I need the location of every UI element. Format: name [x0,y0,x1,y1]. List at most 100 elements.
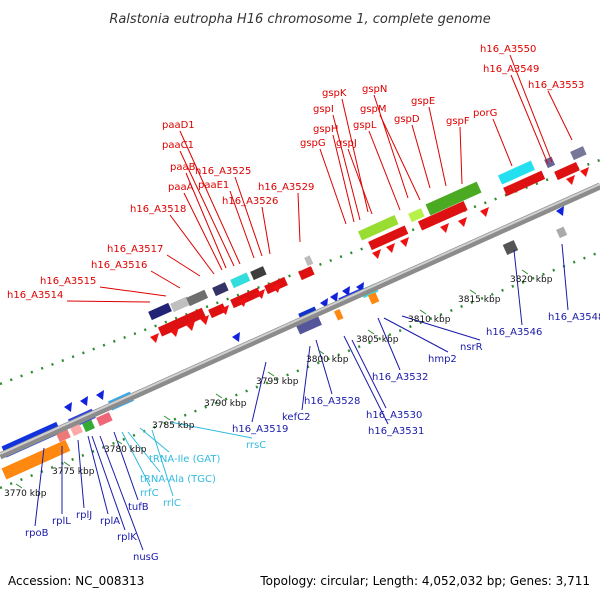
gene-label-gspi[interactable]: gspI [313,104,334,115]
gene-label-gspj[interactable]: gspJ [336,138,357,149]
gene-feature-block[interactable] [170,296,191,313]
gene-label-h16-a3514[interactable]: h16_A3514 [7,290,63,301]
gene-feature-block[interactable] [556,226,568,239]
gene-label-gspl[interactable]: gspL [353,120,377,131]
gene-label-h16-a3550[interactable]: h16_A3550 [480,44,536,55]
scale-tick-mark [317,349,325,355]
gene-label-rpll[interactable]: rplL [52,516,71,527]
gene-feature-block[interactable] [295,315,322,335]
gene-feature-block[interactable] [212,282,229,297]
gene-feature-block[interactable] [570,146,587,161]
gene-label-h16-a3518[interactable]: h16_A3518 [130,204,186,215]
gene-label-gspd[interactable]: gspD [394,114,420,125]
leader-line [166,254,201,277]
gene-feature-block[interactable] [230,272,251,289]
leader-line [377,317,401,371]
leader-line [234,176,263,257]
gene-feature-block[interactable] [544,156,556,169]
gene-feature-block[interactable] [497,160,535,185]
gene-label-h16-a3515[interactable]: h16_A3515 [40,276,96,287]
gene-label-kefc2[interactable]: kefC2 [282,412,310,423]
gene-feature-block[interactable] [357,215,399,241]
gene-feature-block[interactable] [250,266,267,281]
gene-feature-block[interactable] [186,289,209,307]
gene-label-gspe[interactable]: gspE [411,96,435,107]
gene-label-nusg[interactable]: nusG [133,552,159,563]
gene-label-rrlc[interactable]: rrlC [163,498,181,509]
scale-tick-mark [267,371,275,377]
gene-label-h16-a3548[interactable]: h16_A3548 [548,312,600,323]
tick-track-outer-bottom [0,250,600,490]
gene-feature-block[interactable] [148,302,172,321]
gene-feature-block[interactable] [502,240,519,256]
gene-label-gspk[interactable]: gspK [322,88,347,99]
gene-feature-block[interactable] [1,439,71,480]
leader-line [91,435,126,531]
gene-label-rrsc[interactable]: rrsC [246,440,266,451]
scale-tick-label: 3800 kbp [306,355,349,365]
gene-feature-block[interactable] [368,225,409,251]
gene-feature-block[interactable] [298,266,315,281]
leader-line [510,74,549,165]
gene-label-h16-a3546[interactable]: h16_A3546 [486,327,542,338]
gene-feature-block[interactable] [554,162,580,181]
leader-line [121,431,151,487]
gene-label-paae1[interactable]: paaE1 [198,180,229,191]
gene-label-h16-a3528[interactable]: h16_A3528 [304,396,360,407]
gene-feature-block[interactable] [70,423,83,437]
gene-feature-block[interactable] [96,412,113,427]
leader-line [185,172,227,269]
gene-label-gspn[interactable]: gspN [362,84,387,95]
leader-line [547,90,573,141]
gene-feature-block[interactable] [425,181,482,216]
feature-blocks [1,146,589,480]
gene-label-rrfc[interactable]: rrfC [140,488,159,499]
gene-label-h16-a3553[interactable]: h16_A3553 [528,80,584,91]
leader-line [34,447,45,527]
gene-label-rplk[interactable]: rplK [117,532,137,543]
gene-label-rpla[interactable]: rplA [100,516,120,527]
gene-label-paac1[interactable]: paaC1 [162,140,194,151]
gene-label-tufb[interactable]: tufB [128,502,149,513]
gene-label-paad1[interactable]: paaD1 [162,120,195,131]
gene-label-hmp2[interactable]: hmp2 [428,354,457,365]
gene-label-h16-a3532[interactable]: h16_A3532 [372,372,428,383]
gene-feature-block[interactable] [367,292,380,305]
gene-label-gspg[interactable]: gspG [300,138,326,149]
gene-label-h16-a3519[interactable]: h16_A3519 [232,424,288,435]
scale-tick-mark [163,415,171,421]
leader-line [383,317,449,353]
gene-label-paaa[interactable]: paaA [168,182,194,193]
gene-label-rpob[interactable]: rpoB [25,528,49,539]
gene-feature-block[interactable] [417,200,468,231]
gene-label-h16-a3526[interactable]: h16_A3526 [222,196,278,207]
gene-feature-block[interactable] [503,170,546,197]
gene-label-porg[interactable]: porG [473,108,497,119]
leader-line [169,421,253,439]
gene-label-h16-a3549[interactable]: h16_A3549 [483,64,539,75]
gene-label-trna-ile-gat[interactable]: tRNA-Ile (GAT) [149,454,220,465]
leader-line [127,431,161,473]
forward-strand-arrow [186,321,195,331]
gene-label-gsph[interactable]: gspH [313,124,338,135]
gene-label-h16-a3531[interactable]: h16_A3531 [368,426,424,437]
leader-line [319,148,347,225]
gene-feature-block[interactable] [304,255,314,267]
gene-feature-block[interactable] [157,307,206,337]
gene-feature-block[interactable] [82,419,95,433]
gene-label-h16-a3530[interactable]: h16_A3530 [366,410,422,421]
gene-feature-block[interactable] [408,208,425,223]
gene-label-h16-a3517[interactable]: h16_A3517 [107,244,163,255]
gene-label-gspf[interactable]: gspF [446,116,470,127]
gene-label-gspm[interactable]: gspM [360,104,387,115]
gene-feature-block[interactable] [208,303,227,319]
gene-feature-block[interactable] [333,308,344,321]
gene-label-h16-a3529[interactable]: h16_A3529 [258,182,314,193]
gene-label-h16-a3516[interactable]: h16_A3516 [91,260,147,271]
gene-label-nsrr[interactable]: nsrR [460,342,483,353]
gene-label-paab[interactable]: paaB [170,162,196,173]
gene-label-rplj[interactable]: rplJ [76,510,92,521]
gene-label-trna-ala-tgc[interactable]: tRNA-Ala (TGC) [140,474,216,485]
gene-label-h16-a3525[interactable]: h16_A3525 [195,166,251,177]
